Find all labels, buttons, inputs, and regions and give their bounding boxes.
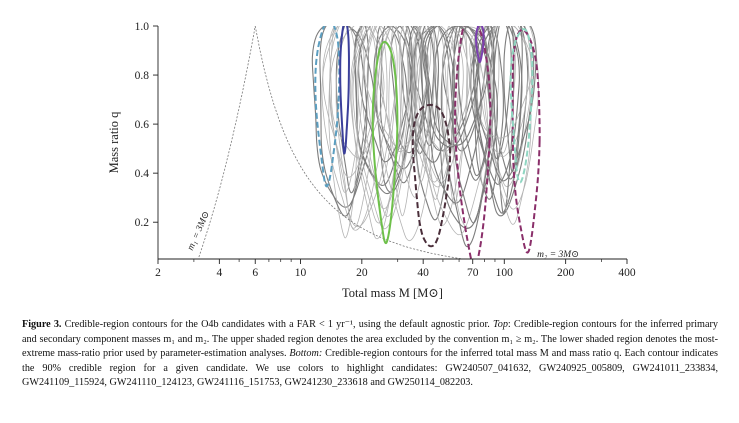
background-contour xyxy=(352,26,414,230)
caption-top-label: Top xyxy=(493,319,508,330)
background-contour xyxy=(335,26,369,194)
m2-boundary-curve xyxy=(254,26,467,259)
background-contour xyxy=(379,26,424,184)
background-contour xyxy=(486,26,512,160)
caption-label: Figure 3. xyxy=(22,319,62,330)
background-contour xyxy=(488,26,516,154)
background-contour xyxy=(319,26,368,217)
background-contour xyxy=(441,26,488,152)
x-tick-label: 20 xyxy=(356,267,368,279)
background-contour xyxy=(474,26,535,217)
background-contour xyxy=(363,26,429,150)
x-tick-label: 2 xyxy=(155,267,161,279)
background-contour xyxy=(408,26,456,163)
background-contour xyxy=(329,26,365,193)
background-contour xyxy=(457,26,495,177)
background-contour xyxy=(398,26,429,198)
caption-intro: Credible-region contours for the O4b can… xyxy=(64,319,490,330)
highlight-contour xyxy=(454,26,492,259)
contour-layer xyxy=(197,26,541,259)
background-contour xyxy=(366,26,398,186)
x-tick-label: 70 xyxy=(467,267,479,279)
x-tick-label: 40 xyxy=(417,267,429,279)
background-contour xyxy=(412,26,460,188)
annotation-m1: m₁ = 3M⊙ xyxy=(186,210,212,252)
y-tick-label: 0.8 xyxy=(135,70,150,82)
highlight-contour xyxy=(371,40,399,245)
y-tick-label: 0.6 xyxy=(135,119,150,131)
x-tick-label: 10 xyxy=(295,267,307,279)
x-tick-label: 6 xyxy=(252,267,258,279)
y-tick-label: 0.4 xyxy=(135,168,150,180)
x-tick-label: 200 xyxy=(557,267,575,279)
annotation-m2: m₂ = 3M⊙ xyxy=(537,250,579,260)
highlight-contour xyxy=(474,26,485,63)
background-contour xyxy=(329,26,385,159)
background-contour xyxy=(351,26,402,240)
background-contour xyxy=(322,26,381,178)
figure-plot: 2 4 6 10 20 40 70 100 200 400 0.2 0.4 0.6 0.8 1.0 Total… xyxy=(107,21,636,300)
background-contour xyxy=(358,26,413,163)
background-contour xyxy=(440,26,495,248)
y-tick-label: 0.2 xyxy=(135,217,150,229)
highlight-contour xyxy=(339,26,350,155)
background-contour xyxy=(321,26,388,231)
x-tick-label: 4 xyxy=(216,267,222,279)
caption-bottom-label: Bottom: xyxy=(289,348,323,360)
background-contour xyxy=(328,26,359,239)
caption-top-text: : Credible-region contours for the infer… xyxy=(22,319,718,360)
x-axis-label: Total mass M [M⊙] xyxy=(342,286,443,300)
highlight-contour xyxy=(509,28,534,184)
x-tick-label: 400 xyxy=(618,267,636,279)
background-contour xyxy=(470,26,520,185)
highlight-contour xyxy=(314,26,341,188)
plot-area: 2 4 6 10 20 40 70 100 200 400 0.2 0.4 0.6 0.8 1.0 Total… xyxy=(107,21,636,300)
highlight-contour xyxy=(411,103,452,248)
caption-bottom-text: Credible-region contours for the inferre… xyxy=(22,348,718,389)
background-contour xyxy=(329,26,397,228)
y-tick-label: 1.0 xyxy=(135,21,150,33)
background-contour xyxy=(408,26,436,183)
highlight-contour xyxy=(511,29,541,254)
background-contour xyxy=(311,26,376,208)
background-contour xyxy=(422,26,479,148)
background-contour xyxy=(424,26,488,146)
background-contour xyxy=(483,26,540,210)
background-contour xyxy=(473,26,500,190)
background-contour xyxy=(493,26,515,215)
x-tick-label: 100 xyxy=(496,267,514,279)
m1-boundary-curve xyxy=(197,26,256,259)
y-axis-label: Mass ratio q xyxy=(107,111,121,174)
background-contour xyxy=(469,26,533,139)
background-contour xyxy=(503,26,523,173)
figure-caption: Figure 3. Credible-region contours for t… xyxy=(22,318,718,391)
